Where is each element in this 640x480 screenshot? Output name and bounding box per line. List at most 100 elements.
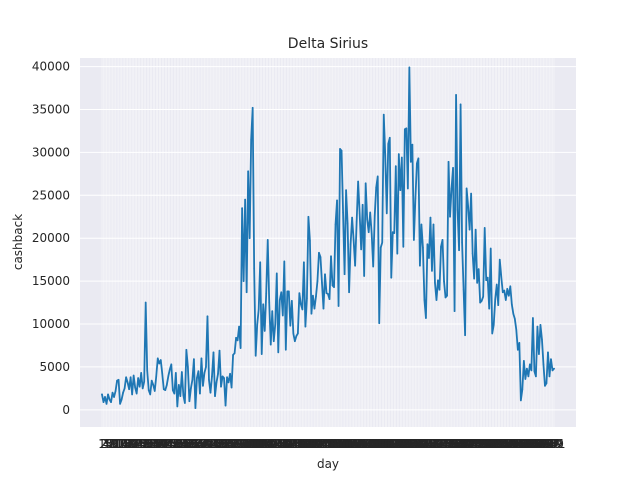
x-tick-label: 210 (405, 437, 428, 451)
data-point (295, 335, 298, 337)
x-tick-label: 254 (472, 437, 495, 451)
data-point (227, 381, 230, 384)
data-point (340, 149, 343, 152)
data-point (372, 265, 375, 268)
x-tick-label: 122 (273, 437, 296, 451)
x-tick-label: 41 (155, 437, 170, 451)
x-tick-label: 74 (204, 437, 219, 451)
x-tick-label: 160 (330, 437, 353, 451)
x-tick-label: 146 (309, 437, 332, 451)
x-tick-label: 185 (368, 437, 391, 451)
data-point (414, 197, 417, 200)
x-tick-labels: 1234567891011121314151617181920212223242… (98, 437, 565, 451)
data-point (391, 231, 394, 233)
data-point (113, 396, 115, 398)
data-point (349, 243, 352, 246)
x-tick-label: 56 (177, 437, 192, 451)
x-tick-label: 262 (484, 437, 507, 451)
x-tick-label: 68 (195, 437, 210, 451)
data-point (446, 294, 448, 297)
x-tick-label: 19 (121, 437, 136, 451)
data-point (526, 367, 528, 370)
x-tick-label: 90 (228, 437, 243, 451)
x-tick-label: 235 (443, 437, 466, 451)
data-point (282, 314, 284, 317)
x-tick-label: 272 (499, 437, 522, 451)
data-point (224, 404, 227, 407)
x-tick-label: 7 (107, 437, 115, 451)
data-point (239, 347, 242, 349)
x-tick-label: 165 (338, 437, 361, 451)
data-point (396, 252, 399, 255)
x-tick-label: 128 (282, 437, 305, 451)
data-point (328, 298, 331, 300)
x-tick-label: 271 (497, 437, 520, 451)
x-tick-label: 117 (265, 437, 288, 451)
x-tick-label: 144 (306, 437, 329, 451)
data-point (545, 382, 548, 385)
data-point (175, 372, 177, 374)
data-point (395, 165, 397, 167)
x-tick-label: 18 (120, 437, 135, 451)
x-tick-label: 229 (434, 437, 457, 451)
x-tick-label: 203 (395, 437, 418, 451)
x-tick-label: 93 (233, 437, 248, 451)
data-point (303, 261, 305, 264)
data-point (515, 329, 518, 331)
x-tick-label: 219 (419, 437, 442, 451)
data-point (289, 324, 292, 327)
data-point (494, 298, 497, 300)
x-tick-label: 240 (451, 437, 474, 451)
y-tick-label: 5000 (39, 360, 70, 374)
x-tick-label: 21 (124, 437, 139, 451)
data-point (268, 301, 271, 304)
data-point (399, 189, 402, 191)
data-point (196, 377, 198, 379)
data-point (319, 256, 322, 258)
data-point (506, 288, 509, 290)
data-point (402, 245, 405, 248)
data-point (176, 405, 179, 408)
x-tick-label: 54 (174, 437, 189, 451)
data-point (325, 292, 328, 294)
x-tick-label: 267 (491, 437, 514, 451)
data-point (202, 385, 204, 387)
x-tick-label: 227 (431, 437, 454, 451)
x-tick-label: 132 (288, 437, 311, 451)
data-point (218, 349, 221, 352)
x-tick-label: 252 (469, 437, 492, 451)
data-point (230, 386, 233, 389)
x-tick-label: 173 (350, 437, 373, 451)
data-point (501, 291, 504, 294)
data-point (211, 375, 213, 378)
x-tick-label: 163 (335, 437, 358, 451)
data-point (173, 392, 176, 395)
data-point (200, 357, 203, 360)
x-tick-label: 223 (425, 437, 448, 451)
data-point (509, 285, 512, 288)
x-tick-label: 83 (218, 437, 233, 451)
chart-title: Delta Sirius (288, 36, 368, 52)
x-tick-label: 200 (390, 437, 413, 451)
x-tick-label: 194 (381, 437, 404, 451)
x-tick-label: 28 (135, 437, 150, 451)
x-tick-label: 63 (188, 437, 203, 451)
data-point (137, 377, 139, 379)
x-tick-label: 293 (530, 437, 553, 451)
data-point (351, 216, 353, 219)
data-point (297, 332, 299, 335)
data-point (517, 348, 519, 351)
data-point (310, 312, 313, 315)
data-point (462, 288, 465, 291)
x-tick-label: 16 (117, 437, 132, 451)
data-point (547, 351, 549, 354)
x-tick-label: 269 (494, 437, 517, 451)
x-tick-label: 133 (289, 437, 312, 451)
x-gridlines (101, 58, 555, 427)
data-point (147, 389, 150, 391)
x-tick-label: 239 (449, 437, 472, 451)
x-tick-label: 12 (111, 437, 126, 451)
data-point (533, 370, 536, 373)
data-point (283, 260, 286, 263)
x-tick-label: 37 (149, 437, 164, 451)
